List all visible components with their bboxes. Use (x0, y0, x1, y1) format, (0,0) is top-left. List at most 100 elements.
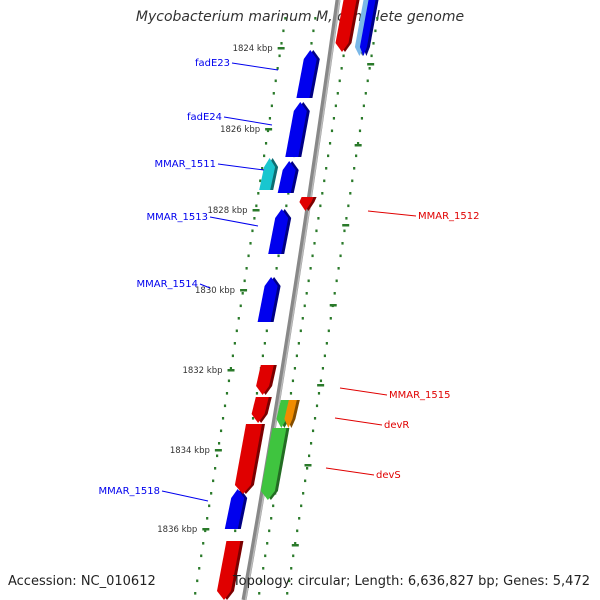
rail-dot (229, 367, 233, 370)
gene-fadE24 (285, 102, 310, 157)
rail-dot (251, 229, 254, 233)
rail-dot (349, 192, 352, 195)
scale-tick (252, 209, 260, 212)
leader-line (209, 216, 259, 227)
rail-dot (258, 592, 261, 595)
rail-dot (295, 354, 298, 358)
gene-fadE23 (296, 50, 320, 98)
rail-dot (321, 192, 324, 195)
rail-dot (353, 167, 356, 170)
rail-dot (351, 179, 354, 183)
gene-devR-orange (284, 400, 300, 428)
rail-dot (235, 329, 238, 333)
rail-dot (343, 229, 346, 233)
scale-tick-label: 1832 kbp (182, 366, 222, 376)
rail-dot (278, 54, 281, 58)
rail-dot (247, 254, 250, 258)
gene-arrow (296, 50, 317, 98)
rail-dot (204, 529, 207, 533)
rail-dot (338, 79, 341, 83)
gene-devR (251, 397, 272, 423)
gene-top-red (335, 0, 360, 52)
rail-dot (303, 304, 306, 308)
rail-dot (206, 517, 209, 520)
gene-label-devS: devS (376, 470, 401, 481)
topology-label: Topology: circular; Length: 6,636,827 bp… (232, 574, 590, 589)
rail-dot (277, 254, 280, 258)
rail-dot (335, 279, 338, 283)
rail-dot (212, 479, 215, 483)
scale-tick (354, 144, 362, 147)
rail-dot (263, 342, 266, 345)
gene-label-fadE24: fadE24 (187, 112, 222, 123)
rail-dot (208, 504, 211, 508)
gene-devR-large (234, 424, 265, 494)
leader-line (161, 490, 209, 502)
rail-dot (342, 54, 345, 58)
rail-dot (280, 42, 283, 45)
rail-dot (225, 392, 229, 395)
rail-dot (309, 267, 312, 270)
rail-dot (341, 242, 344, 245)
rail-dot (312, 29, 315, 33)
gene-label-MMAR_1518: MMAR_1518 (99, 486, 161, 497)
gene-label-MMAR_1515: MMAR_1515 (389, 390, 451, 401)
rail-dot (337, 267, 340, 270)
scale-tick (265, 128, 273, 131)
rail-dot (336, 92, 339, 95)
rail-dot (300, 504, 303, 508)
rail-dot (313, 417, 317, 420)
rail-dot (334, 104, 337, 108)
rail-dot (293, 367, 297, 370)
gene-MMAR_1511-cyan (259, 158, 279, 190)
scale-tick (317, 384, 325, 387)
rail-dot (268, 529, 271, 533)
rail-dot (285, 204, 288, 208)
rail-dot (264, 554, 267, 558)
rail-dot (272, 504, 275, 508)
rail-dot (298, 517, 301, 520)
rail-dot (292, 554, 295, 558)
rail-dot (347, 204, 350, 208)
rail-dot (345, 217, 348, 220)
scale-tick (342, 224, 350, 227)
rail-dot (274, 79, 277, 83)
rail-dot (290, 567, 293, 570)
rail-dot (332, 117, 336, 120)
rail-dot (340, 67, 343, 70)
rail-dot (302, 492, 305, 495)
gene-label-fadE23: fadE23 (195, 58, 230, 69)
gene-arrow (257, 277, 278, 322)
gene-arrow (251, 397, 269, 423)
scale-tick-label: 1828 kbp (207, 206, 247, 216)
gene-bottom-red (217, 541, 244, 600)
rail-dot (265, 329, 268, 333)
gene-arrow (299, 197, 314, 211)
rail-dot (356, 142, 360, 145)
rail-dot (330, 129, 334, 133)
rail-dot (219, 429, 223, 433)
rail-dot (261, 354, 264, 358)
rail-dot (198, 567, 201, 570)
rail-dot (263, 154, 266, 158)
rail-dot (284, 17, 287, 20)
rail-dot (234, 529, 237, 533)
rail-dot (327, 329, 330, 333)
scale-tick (291, 544, 299, 547)
rail-dot (241, 292, 244, 295)
rail-dot (266, 129, 270, 133)
rail-dot (287, 192, 290, 195)
gene-top-blue (359, 0, 379, 56)
rail-dot (255, 204, 258, 208)
gene-label-MMAR_1511: MMAR_1511 (155, 159, 217, 170)
scale-tick (329, 304, 337, 307)
rail-dot (259, 179, 262, 183)
leader-line (231, 62, 279, 71)
rail-dot (297, 342, 300, 345)
rail-dot (196, 579, 199, 583)
rail-dot (202, 542, 205, 545)
scale-tick (304, 464, 312, 467)
rail-dot (282, 29, 285, 33)
gene-arrow (256, 365, 274, 395)
